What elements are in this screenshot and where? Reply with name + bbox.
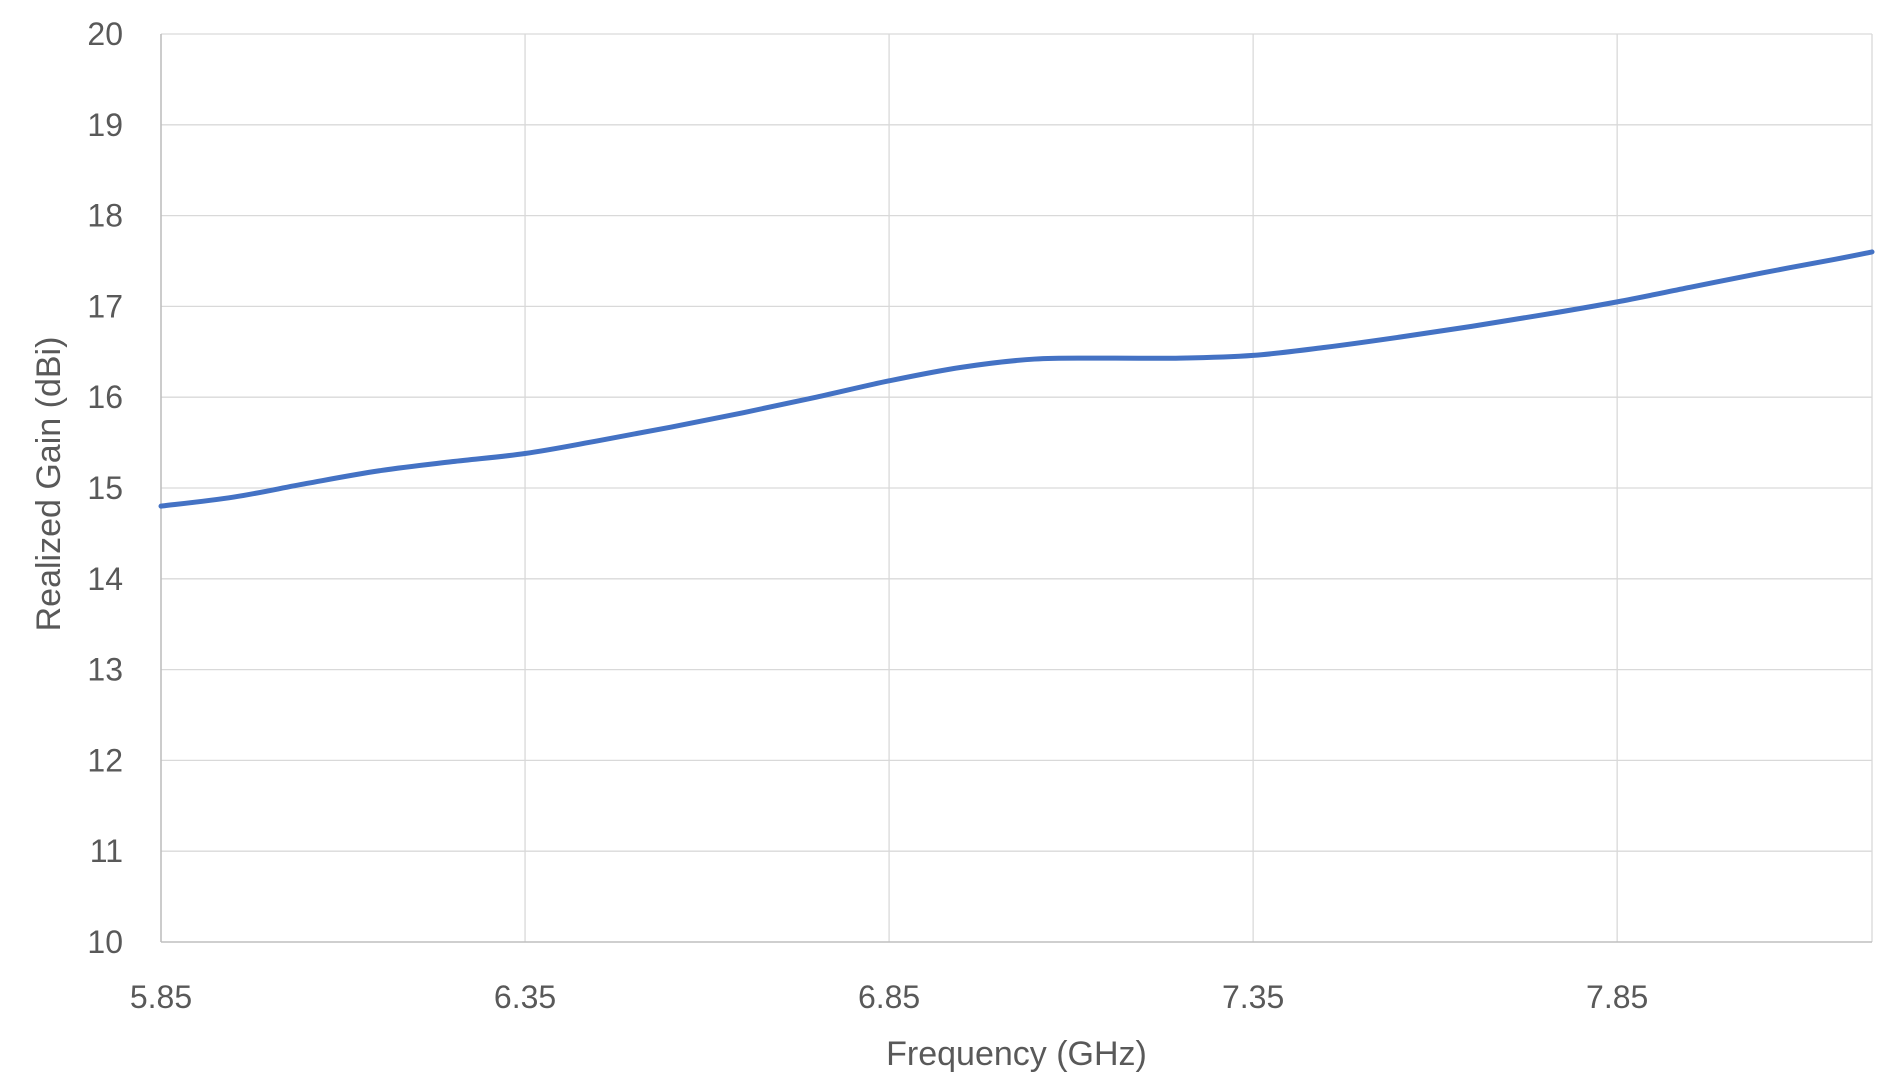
y-tick-label: 14 bbox=[87, 561, 123, 597]
y-tick-label: 18 bbox=[87, 198, 123, 234]
y-tick-label: 15 bbox=[87, 470, 123, 506]
x-tick-label: 7.35 bbox=[1222, 979, 1284, 1015]
y-tick-label: 11 bbox=[90, 833, 123, 869]
x-tick-label: 5.85 bbox=[130, 979, 192, 1015]
gain-series-line bbox=[158, 249, 1875, 509]
y-tick-label: 16 bbox=[87, 379, 123, 415]
y-tick-label: 19 bbox=[87, 107, 123, 143]
y-tick-label: 17 bbox=[87, 288, 123, 324]
y-tick-label: 13 bbox=[87, 652, 123, 688]
x-tick-label: 7.85 bbox=[1586, 979, 1648, 1015]
y-axis-title: Realized Gain (dBi) bbox=[30, 337, 68, 632]
y-tick-label: 10 bbox=[87, 924, 123, 960]
x-tick-label: 6.85 bbox=[858, 979, 920, 1015]
x-axis-title: Frequency (GHz) bbox=[886, 1035, 1147, 1073]
y-tick-label: 20 bbox=[87, 16, 123, 52]
y-tick-label: 12 bbox=[87, 742, 123, 778]
x-tick-label: 6.35 bbox=[494, 979, 556, 1015]
